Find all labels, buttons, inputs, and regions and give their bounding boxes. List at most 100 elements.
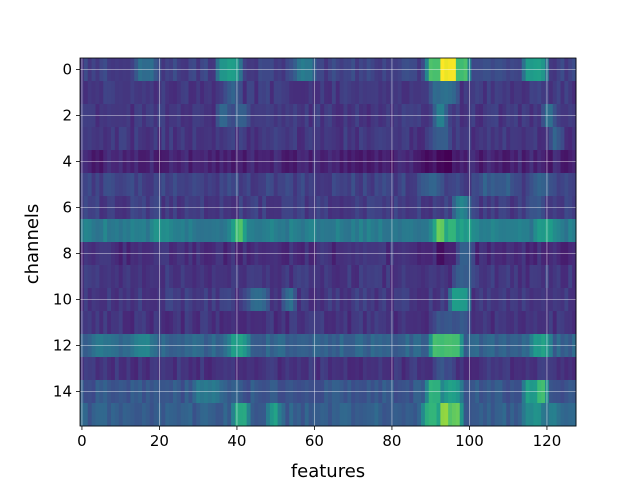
grid-lines (80, 58, 576, 426)
heatmap-cell (521, 81, 527, 105)
heatmap-cell (211, 127, 217, 151)
heatmap-cell (552, 403, 558, 427)
heatmap-cell (324, 357, 329, 381)
heatmap-cell (169, 127, 174, 151)
heatmap-cell (130, 403, 135, 427)
heatmap-cell (335, 265, 341, 289)
heatmap-cell (417, 81, 422, 105)
heatmap-cell (525, 265, 531, 289)
heatmap-cell (421, 219, 426, 243)
heatmap-cell (339, 265, 345, 289)
heatmap-cell (130, 219, 135, 243)
heatmap-cell (91, 127, 97, 151)
heatmap-cell (533, 311, 538, 335)
y-axis-ticks: 0 2 4 6 8 10 12 14 (53, 61, 80, 401)
heatmap-cell (339, 173, 345, 197)
heatmap-cell (347, 265, 352, 289)
heatmap-cell (421, 81, 426, 105)
heatmap-cell (521, 219, 527, 243)
heatmap-cell (378, 81, 383, 105)
heatmap-cell (533, 81, 538, 105)
heatmap-cell (87, 219, 93, 243)
heatmap-cell (560, 265, 565, 289)
heatmap-cell (564, 357, 569, 381)
heatmap-cell (138, 219, 143, 243)
heatmap-cell (514, 265, 519, 289)
heatmap-cell (475, 403, 480, 427)
heatmap-cell (103, 173, 108, 197)
heatmap-cell (111, 127, 116, 151)
heatmap-cell (359, 219, 364, 243)
heatmap-cell (382, 219, 387, 243)
heatmap-cell (548, 173, 554, 197)
y-tick-label: 2 (62, 107, 72, 125)
heatmap-cell (231, 357, 236, 381)
heatmap-cell (118, 219, 124, 243)
heatmap-cell (250, 81, 255, 105)
heatmap-cell (316, 81, 321, 105)
heatmap-cell (366, 173, 372, 197)
heatmap-cell (521, 127, 527, 151)
heatmap-cell (428, 311, 434, 335)
heatmap-cell (552, 173, 558, 197)
heatmap-cell (277, 403, 283, 427)
heatmap-cell (114, 173, 120, 197)
heatmap-cell (126, 403, 131, 427)
heatmap-cell (564, 311, 569, 335)
heatmap-cell (541, 311, 546, 335)
heatmap-cell (145, 403, 151, 427)
heatmap-cell (560, 81, 565, 105)
heatmap-cell (428, 81, 434, 105)
heatmap-cell (153, 403, 159, 427)
heatmap-cell (560, 219, 565, 243)
heatmap-cell (436, 219, 441, 243)
heatmap-cell (126, 173, 131, 197)
heatmap-cell (238, 357, 244, 381)
heatmap-cell (366, 403, 372, 427)
heatmap-cell (537, 127, 542, 151)
heatmap-cell (269, 81, 275, 105)
heatmap-cell (145, 265, 151, 289)
heatmap-cell (138, 173, 143, 197)
heatmap-cell (397, 357, 403, 381)
heatmap-cell (192, 357, 197, 381)
heatmap-cell (564, 81, 569, 105)
heatmap-cell (331, 219, 337, 243)
heatmap-cell (250, 265, 255, 289)
heatmap-cell (204, 173, 209, 197)
heatmap-cell (134, 81, 139, 105)
heatmap-cell (103, 265, 108, 289)
heatmap-cell (273, 127, 279, 151)
heatmap-cell (227, 403, 232, 427)
heatmap-cell (107, 219, 112, 243)
heatmap-cell (308, 311, 314, 335)
heatmap-cell (138, 265, 143, 289)
heatmap-cell (331, 127, 337, 151)
heatmap-cell (297, 403, 302, 427)
heatmap-cell (107, 127, 112, 151)
heatmap-cell (149, 127, 155, 151)
heatmap-cell (300, 81, 306, 105)
heatmap-cell (262, 357, 267, 381)
heatmap-cell (572, 219, 577, 243)
heatmap-cell (564, 127, 569, 151)
x-axis-ticks: 0 20 40 60 80 100 120 (77, 426, 561, 450)
heatmap-cell (494, 311, 500, 335)
heatmap-cell (366, 311, 372, 335)
heatmap-cell (118, 173, 124, 197)
heatmap-cell (413, 127, 418, 151)
heatmap-cell (366, 219, 372, 243)
heatmap-cell (548, 265, 554, 289)
heatmap-cell (541, 357, 546, 381)
heatmap-cell (207, 81, 213, 105)
heatmap-cell (273, 265, 279, 289)
heatmap-cell (126, 357, 131, 381)
heatmap-cell (343, 219, 348, 243)
heatmap-cell (502, 219, 507, 243)
heatmap-cell (266, 219, 271, 243)
heatmap-cell (483, 219, 488, 243)
heatmap-cell (440, 81, 445, 105)
heatmap-cell (548, 311, 554, 335)
heatmap-cell (223, 403, 228, 427)
heatmap-cell (134, 357, 139, 381)
